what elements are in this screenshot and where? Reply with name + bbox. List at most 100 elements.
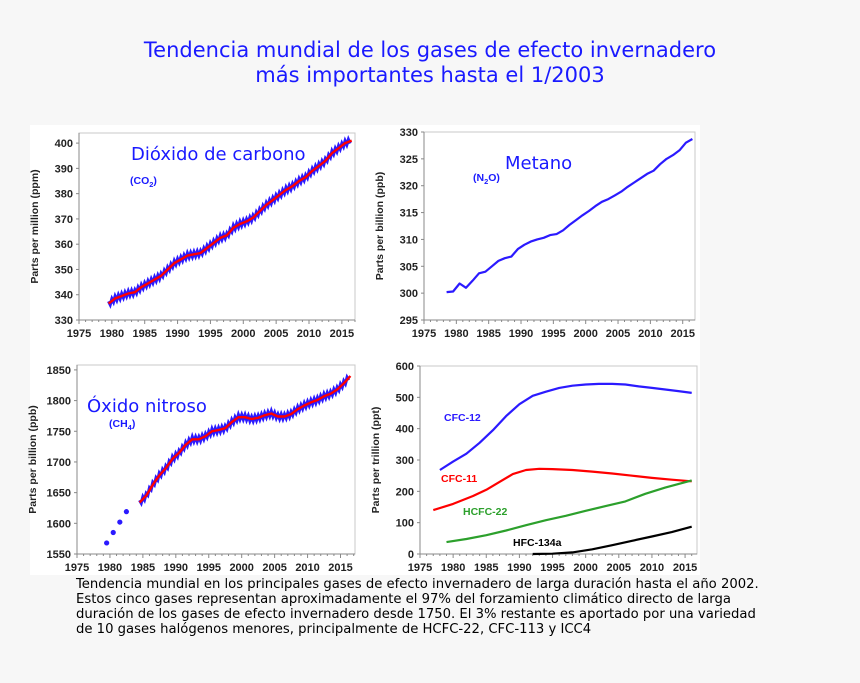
x-tick-label: 2000: [229, 562, 253, 574]
trend-series-line: [138, 375, 352, 504]
x-tick-label: 2015: [330, 328, 354, 340]
y-tick-label: 400: [55, 138, 73, 150]
x-tick-label: 1980: [98, 562, 122, 574]
y-tick-label: 300: [396, 455, 414, 467]
chart-ch4: 1550 1600 1650 1700 1750 1800 1850 1975 1980 1985…: [27, 364, 356, 574]
caption-line: Estos cinco gases representan aproximada…: [76, 592, 731, 607]
cfc-11-series-line: [432, 467, 692, 512]
caption: Tendencia mundial en los principales gas…: [76, 577, 846, 637]
x-tick-label: 2010: [295, 562, 319, 574]
x-tick-label: 2005: [262, 562, 286, 574]
x-tick-label: 2010: [638, 328, 662, 340]
x-tick-label: 1980: [441, 562, 465, 574]
chemical-formula: (CH4): [109, 418, 135, 432]
chart-title: Metano: [505, 153, 572, 174]
caption-line: duración de los gases de efecto invernad…: [76, 607, 756, 622]
y-tick-label: 360: [55, 239, 73, 251]
chemical-formula: (CO2): [130, 175, 157, 189]
y-tick-label: 1800: [47, 396, 71, 408]
x-tick-label: 1990: [507, 562, 531, 574]
x-tick-label: 1985: [132, 328, 156, 340]
y-tick-label: 305: [400, 261, 418, 273]
x-tick-label: 2005: [264, 328, 288, 340]
y-tick-label: 320: [400, 181, 418, 193]
data-point: [110, 529, 116, 536]
y-tick-label: 390: [55, 163, 73, 175]
chart-co2: 330 340 350 360 370 380 390 400 1975 1980 1985 1990…: [29, 132, 356, 340]
y-tick-label: 380: [55, 189, 73, 201]
series-label: HCFC-22: [463, 506, 507, 518]
y-tick-label: 600: [396, 361, 414, 373]
series-label: HFC-134a: [513, 537, 562, 549]
title-line-1: Tendencia mundial de los gases de efecto…: [143, 38, 717, 62]
x-tick-label: 2005: [607, 562, 631, 574]
y-tick-label: 400: [396, 424, 414, 436]
data-point: [117, 519, 123, 525]
plot-frame: [76, 364, 356, 555]
y-tick-label: 370: [55, 214, 73, 226]
y-tick-label: 1600: [47, 518, 71, 530]
x-tick-label: 1990: [165, 328, 189, 340]
x-tick-label: 1995: [540, 562, 564, 574]
y-tick-label: 1650: [47, 488, 71, 500]
line-series-line: [446, 138, 693, 294]
y-tick-label: 500: [396, 392, 414, 404]
x-tick-label: 2015: [670, 328, 694, 340]
x-tick-label: 1995: [541, 328, 565, 340]
x-tick-label: 1985: [476, 328, 500, 340]
chart-title: Dióxido de carbono: [131, 144, 306, 165]
x-tick-label: 2005: [606, 328, 630, 340]
y-tick-label: 340: [55, 290, 73, 302]
x-tick-label: 1985: [474, 562, 498, 574]
x-tick-label: 2010: [297, 328, 321, 340]
data-point: [104, 540, 110, 546]
series-label: CFC-11: [441, 473, 477, 485]
y-tick-label: 200: [396, 486, 414, 498]
x-tick-label: 1990: [509, 328, 533, 340]
x-tick-label: 2010: [640, 562, 664, 574]
x-tick-label: 2015: [328, 562, 352, 574]
y-tick-label: 1850: [47, 365, 71, 377]
x-tick-label: 1975: [67, 328, 91, 340]
y-tick-label: 330: [55, 315, 73, 327]
chart-n2o: 295 300 305 310 315 320 325 330 1975 1980 1985 1990…: [374, 127, 696, 340]
y-tick-label: 1750: [47, 426, 71, 438]
y-tick-label: 325: [400, 154, 418, 166]
y-axis-label: Parts per million (ppm): [29, 169, 41, 283]
caption-line: de 10 gases halógenos menores, principal…: [76, 622, 592, 637]
x-tick-label: 1975: [412, 328, 436, 340]
y-tick-label: 0: [408, 549, 414, 561]
y-tick-label: 330: [400, 127, 418, 139]
y-tick-label: 100: [396, 518, 414, 530]
hfc-134a-series-line: [532, 525, 692, 556]
y-axis-label: Parts per billion (ppb): [374, 172, 386, 281]
series-label: CFC-12: [444, 412, 481, 424]
y-tick-label: 350: [55, 264, 73, 276]
plot-frame: [419, 365, 698, 555]
x-tick-label: 1985: [131, 562, 155, 574]
x-tick-label: 2000: [231, 328, 255, 340]
cfc-12-series-line: [439, 382, 692, 471]
x-tick-label: 1975: [408, 562, 432, 574]
chart-cfc: 0 100 200 300 400 500 600 1975 1980 1985 1990 1995 2…: [370, 361, 698, 574]
x-tick-label: 2015: [673, 562, 697, 574]
x-tick-label: 1980: [100, 328, 124, 340]
x-tick-label: 1980: [444, 328, 468, 340]
caption-line: Tendencia mundial en los principales gas…: [76, 577, 759, 592]
y-tick-label: 315: [400, 208, 418, 220]
hcfc-22-series-line: [446, 479, 692, 544]
x-tick-label: 2000: [573, 328, 597, 340]
y-tick-label: 310: [400, 234, 418, 246]
title-line-2: más importantes hasta el 1/2003: [255, 63, 605, 87]
x-tick-label: 1995: [197, 562, 221, 574]
data-point: [123, 509, 130, 515]
y-tick-label: 300: [400, 288, 418, 300]
chemical-formula: (N2O): [473, 172, 500, 186]
chart-title: Óxido nitroso: [87, 395, 207, 417]
x-tick-label: 1975: [65, 562, 89, 574]
x-tick-label: 1990: [164, 562, 188, 574]
y-axis-label: Parts per trillion (ppt): [370, 407, 382, 514]
x-tick-label: 2000: [573, 562, 597, 574]
y-tick-label: 1700: [47, 457, 71, 469]
